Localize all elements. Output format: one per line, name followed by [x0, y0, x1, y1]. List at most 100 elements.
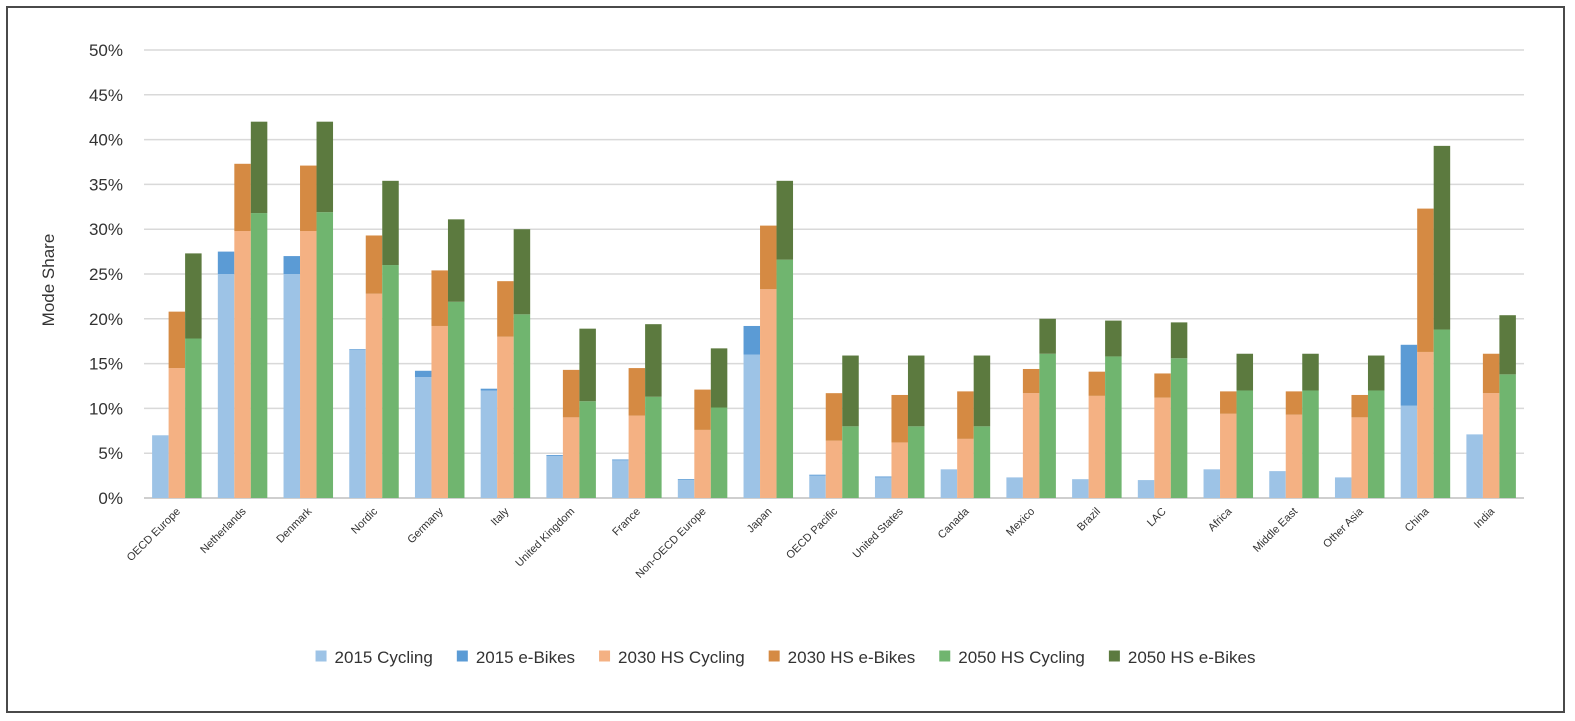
- bar-segment: [973, 426, 991, 498]
- bar-segment: [1220, 391, 1237, 414]
- bar-segment: [480, 390, 498, 498]
- bar-segment: [1367, 355, 1385, 391]
- bar-segment: [414, 377, 432, 498]
- bar-segment: [1417, 351, 1434, 498]
- bar-segment: [447, 301, 465, 498]
- y-axis-label: Mode Share: [39, 234, 58, 327]
- bar-segment: [562, 417, 580, 498]
- legend-label: 2050 HS e-Bikes: [1128, 648, 1256, 667]
- y-tick-label: 15%: [89, 355, 123, 374]
- bar-segment: [431, 270, 448, 326]
- y-tick-label: 45%: [89, 86, 123, 105]
- bar-segment: [1482, 393, 1500, 498]
- bar-segment: [1072, 479, 1089, 498]
- bar-segment: [250, 213, 268, 498]
- x-tick-label: Canada: [936, 505, 972, 541]
- legend-label: 2050 HS Cycling: [958, 648, 1085, 667]
- bar-segment: [217, 274, 235, 498]
- x-tick-label: LAC: [1145, 506, 1169, 530]
- x-tick-label: Middle East: [1251, 506, 1300, 555]
- y-tick-label: 0%: [98, 489, 123, 508]
- bar-segment: [497, 336, 514, 498]
- bar-segment: [743, 354, 761, 498]
- legend: 2015 Cycling 2015 e-Bikes 2030 HS Cycling 2…: [315, 648, 1256, 667]
- bar-segment: [891, 394, 908, 443]
- bar-segment: [628, 368, 646, 416]
- x-tick-label: Brazil: [1075, 506, 1103, 534]
- bar-segment: [776, 259, 794, 498]
- bar-segment: [842, 355, 859, 427]
- bar-segment: [1105, 356, 1122, 498]
- bar-segment: [349, 350, 366, 498]
- bar-segment: [760, 289, 777, 498]
- bar-segment: [940, 469, 958, 498]
- mode-share-chart: 0% 5% 10% 15% 20% 25% 30% 35% 40% 45% 50% OECD Eur…: [39, 41, 1524, 667]
- bar-segment: [1499, 374, 1516, 498]
- bar-stacks: [152, 121, 1516, 498]
- bar-segment: [1351, 417, 1368, 498]
- bar-segment: [1302, 390, 1319, 498]
- bar-segment: [891, 442, 908, 498]
- bar-segment: [185, 338, 202, 498]
- bar-segment: [1400, 344, 1418, 406]
- bar-segment: [1351, 394, 1368, 418]
- legend-swatch: [939, 650, 951, 662]
- bar-segment: [1302, 353, 1319, 391]
- legend-label: 2030 HS e-Bikes: [788, 648, 916, 667]
- bar-segment: [760, 225, 777, 290]
- bar-segment: [1220, 413, 1237, 498]
- bar-segment: [694, 389, 711, 430]
- bar-segment: [250, 121, 268, 214]
- bar-segment: [431, 325, 448, 498]
- bar-segment: [546, 454, 563, 456]
- bar-segment: [1022, 393, 1040, 498]
- bar-segment: [185, 253, 202, 339]
- y-tick-label: 5%: [98, 444, 123, 463]
- x-tick-label: Mexico: [1004, 506, 1037, 539]
- bar-segment: [1433, 145, 1451, 330]
- bar-segment: [1400, 405, 1418, 498]
- y-tick-label: 50%: [89, 41, 123, 60]
- bar-segment: [907, 426, 925, 498]
- y-tick-label: 40%: [89, 131, 123, 150]
- bar-segment: [1170, 358, 1188, 498]
- bar-segment: [825, 440, 843, 498]
- x-tick-label: Other Asia: [1321, 505, 1366, 550]
- x-tick-label: OECD Europe: [125, 506, 183, 564]
- x-tick-label: Germany: [405, 505, 446, 546]
- bar-segment: [957, 391, 974, 439]
- legend-label: 2030 HS Cycling: [618, 648, 745, 667]
- bar-segment: [234, 230, 251, 498]
- bar-segment: [579, 401, 596, 498]
- legend-swatch: [1108, 650, 1120, 662]
- bar-segment: [480, 388, 498, 391]
- bar-segment: [1022, 368, 1040, 394]
- bar-segment: [1154, 373, 1171, 398]
- bar-segment: [1466, 434, 1483, 498]
- bar-segment: [645, 324, 662, 397]
- bar-segment: [1088, 371, 1106, 396]
- y-tick-label: 20%: [89, 310, 123, 329]
- bar-segment: [1006, 477, 1023, 498]
- bar-segment: [1088, 395, 1106, 498]
- x-tick-label: Denmark: [274, 505, 314, 545]
- bar-segment: [562, 369, 580, 418]
- y-tick-label: 10%: [89, 399, 123, 418]
- x-tick-label: Japan: [745, 506, 775, 536]
- bar-segment: [874, 476, 892, 478]
- bar-segment: [612, 459, 629, 461]
- bar-segment: [1203, 469, 1221, 498]
- bar-segment: [168, 311, 186, 369]
- bar-segment: [907, 355, 925, 427]
- bar-segment: [382, 180, 399, 266]
- x-tick-label: Africa: [1206, 505, 1235, 534]
- bar-segment: [579, 328, 596, 402]
- chart-frame: 0% 5% 10% 15% 20% 25% 30% 35% 40% 45% 50% OECD Eur…: [6, 6, 1565, 713]
- bar-segment: [365, 293, 383, 498]
- bar-segment: [1269, 471, 1286, 498]
- bar-segment: [628, 415, 646, 498]
- legend-swatch: [599, 650, 611, 662]
- bar-segment: [1170, 322, 1188, 359]
- bar-segment: [513, 229, 531, 315]
- x-tick-label: United States: [851, 505, 907, 561]
